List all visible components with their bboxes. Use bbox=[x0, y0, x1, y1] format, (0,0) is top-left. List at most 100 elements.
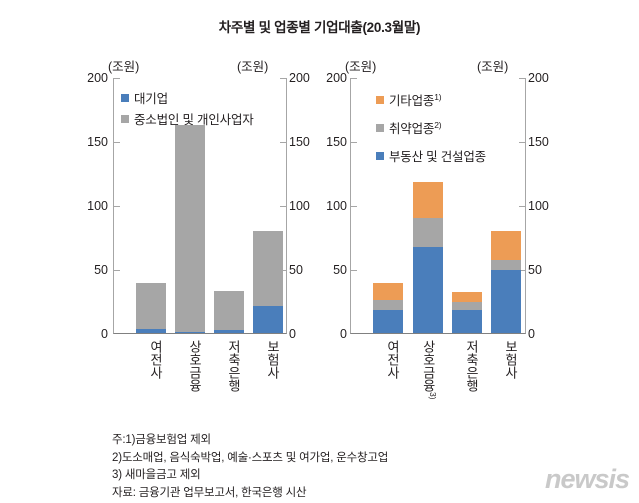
axis-tick bbox=[280, 206, 286, 207]
bar-segment bbox=[214, 290, 244, 331]
axis-tick bbox=[519, 270, 525, 271]
y-tick-label: 200 bbox=[289, 71, 310, 85]
bar-segment bbox=[214, 330, 244, 333]
y-tick-label: 150 bbox=[528, 135, 549, 149]
bar-segment bbox=[136, 283, 166, 330]
x-axis-label: 저축은행 bbox=[464, 340, 479, 392]
bar-industry-2[interactable] bbox=[452, 292, 482, 333]
legend-swatch-icon bbox=[376, 123, 384, 132]
plot-area-right bbox=[350, 78, 526, 334]
legend-label: 기타업종1) bbox=[389, 91, 442, 108]
y-axis-left-chart-outer: 200 150 100 50 0 bbox=[74, 71, 108, 341]
x-axis-label: 상호금융3) bbox=[420, 340, 438, 400]
bar-segment bbox=[373, 283, 403, 300]
bar-segment bbox=[491, 230, 521, 261]
axis-tick bbox=[280, 78, 286, 79]
bar-segment bbox=[373, 309, 403, 333]
legend-item[interactable]: 부동산 및 건설업종 bbox=[376, 146, 486, 165]
unit-label-left-inner: (조원) bbox=[237, 60, 269, 74]
bar-segment bbox=[413, 247, 443, 333]
y-tick-label: 50 bbox=[94, 263, 108, 277]
bar-segment bbox=[253, 306, 283, 333]
legend-label: 중소법인 및 개인사업자 bbox=[134, 113, 254, 127]
unit-label-right-outer: (조원) bbox=[345, 60, 377, 74]
bar-industry-3[interactable] bbox=[491, 230, 521, 333]
y-tick-label: 0 bbox=[528, 327, 535, 341]
legend-item[interactable]: 취약업종2) bbox=[376, 118, 486, 137]
y-tick-label: 200 bbox=[326, 71, 347, 85]
page-title: 차주별 및 업종별 기업대출(20.3월말) bbox=[218, 20, 421, 35]
y-tick-label: 150 bbox=[289, 135, 310, 149]
axis-tick bbox=[351, 142, 357, 143]
axis-tick bbox=[114, 78, 120, 79]
y-tick-label: 200 bbox=[87, 71, 108, 85]
x-axis-label: 보험사 bbox=[265, 340, 280, 379]
axis-tick bbox=[114, 270, 120, 271]
bar-segment bbox=[413, 217, 443, 248]
legend-item[interactable]: 대기업 bbox=[121, 88, 254, 107]
axis-tick bbox=[280, 270, 286, 271]
footnote-line: 3) 새마을금고 제외 bbox=[112, 469, 201, 481]
axis-tick bbox=[114, 142, 120, 143]
bar-industry-0[interactable] bbox=[373, 283, 403, 333]
bar-segment bbox=[175, 125, 205, 333]
chart-right-industry-type: 기타업종1) 취약업종2) 부동산 및 건설업종 bbox=[350, 78, 526, 334]
bar-segment bbox=[452, 302, 482, 310]
unit-label-left-outer: (조원) bbox=[108, 60, 140, 74]
x-axis-label: 저축은행 bbox=[226, 340, 241, 392]
x-axis-label: 여전사 bbox=[385, 340, 400, 379]
legend-item[interactable]: 기타업종1) bbox=[376, 90, 486, 109]
legend-swatch-icon bbox=[376, 151, 384, 160]
legend-footnote-marker: 2) bbox=[434, 119, 442, 130]
legend-label: 취약업종2) bbox=[389, 119, 442, 136]
x-label-footnote-marker: 3) bbox=[428, 392, 438, 400]
legend-right-chart: 기타업종1) 취약업종2) 부동산 및 건설업종 bbox=[376, 90, 486, 174]
legend-swatch-icon bbox=[376, 95, 384, 104]
x-axis-label: 상호금융 bbox=[187, 340, 202, 392]
bar-borrower-3[interactable] bbox=[253, 230, 283, 333]
bar-segment bbox=[491, 270, 521, 333]
y-tick-label: 100 bbox=[289, 199, 310, 213]
legend-label: 부동산 및 건설업종 bbox=[389, 150, 486, 164]
y-tick-label: 0 bbox=[289, 327, 296, 341]
y-axis-right-chart-outer: 200 150 100 50 0 bbox=[313, 71, 347, 341]
bar-segment bbox=[253, 230, 283, 307]
y-tick-label: 50 bbox=[528, 263, 542, 277]
y-axis-right-chart-inner: 200 150 100 50 0 bbox=[528, 71, 562, 341]
watermark-text: newsis bbox=[544, 464, 630, 494]
axis-tick bbox=[519, 78, 525, 79]
legend-swatch-icon bbox=[121, 114, 129, 123]
plot-area-left bbox=[113, 78, 287, 334]
axis-tick bbox=[351, 78, 357, 79]
legend-footnote-marker: 1) bbox=[434, 91, 442, 102]
legend-item[interactable]: 중소법인 및 개인사업자 bbox=[121, 109, 254, 128]
axis-tick bbox=[351, 206, 357, 207]
unit-label-right-inner: (조원) bbox=[477, 60, 509, 74]
y-tick-label: 150 bbox=[87, 135, 108, 149]
x-axis-label: 보험사 bbox=[503, 340, 518, 379]
axis-tick bbox=[519, 142, 525, 143]
y-tick-label: 50 bbox=[289, 263, 303, 277]
y-tick-label: 100 bbox=[326, 199, 347, 213]
bar-borrower-2[interactable] bbox=[214, 290, 244, 333]
footnote-line: 주:1)금융보험업 제외 bbox=[112, 434, 211, 446]
newsis-watermark: newsis bbox=[544, 464, 630, 495]
bar-borrower-0[interactable] bbox=[136, 283, 166, 333]
footnote-line: 자료: 금융기관 업무보고서, 한국은행 시산 bbox=[112, 486, 307, 499]
bar-borrower-1[interactable] bbox=[175, 125, 205, 333]
axis-tick bbox=[351, 270, 357, 271]
bar-segment bbox=[136, 329, 166, 333]
y-tick-label: 0 bbox=[340, 327, 347, 341]
bar-segment bbox=[452, 309, 482, 333]
y-tick-label: 100 bbox=[528, 199, 549, 213]
bar-segment bbox=[175, 332, 205, 333]
footnotes: 주:1)금융보험업 제외 2)도소매업, 음식숙박업, 예술·스포츠 및 여가업,… bbox=[112, 432, 388, 502]
bar-industry-1[interactable] bbox=[413, 181, 443, 333]
axis-tick bbox=[280, 142, 286, 143]
axis-tick bbox=[519, 206, 525, 207]
x-axis-label: 여전사 bbox=[148, 340, 163, 379]
legend-label: 대기업 bbox=[134, 92, 168, 106]
footnote-line: 2)도소매업, 음식숙박업, 예술·스포츠 및 여가업, 운수창고업 bbox=[112, 451, 389, 464]
